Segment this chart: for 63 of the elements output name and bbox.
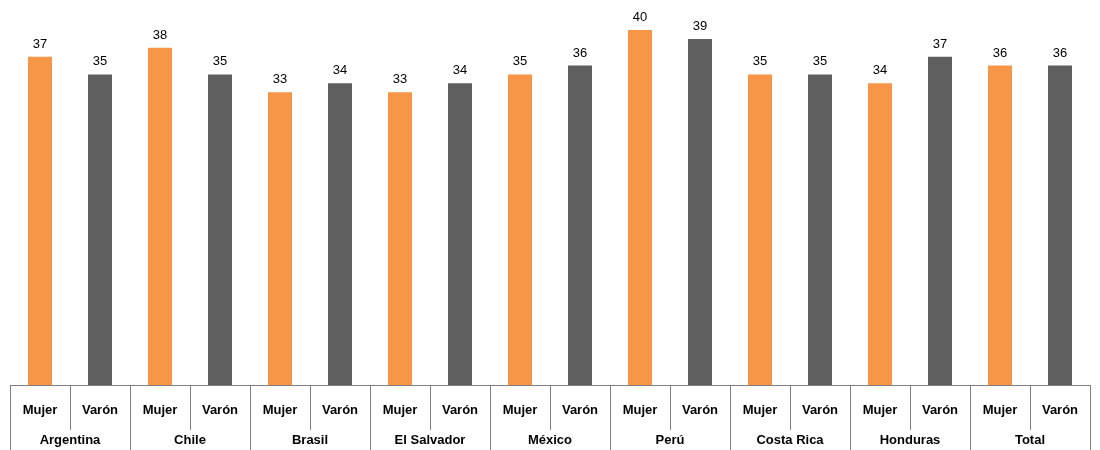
data-label: 35	[812, 53, 828, 69]
data-label: 34	[452, 62, 468, 78]
bar	[28, 56, 52, 385]
x-tick-label: Total	[1014, 431, 1046, 447]
bar	[388, 92, 412, 385]
x-tick-label: Costa Rica	[756, 431, 825, 447]
data-label: 35	[212, 53, 228, 69]
text: Varón	[921, 401, 959, 417]
data-label: 36	[992, 44, 1008, 60]
bar	[688, 38, 712, 385]
x-tick-label: Brasil	[291, 431, 329, 447]
bar	[88, 74, 112, 385]
text: Varón	[681, 401, 719, 417]
x-tick-label: El Salvador	[394, 431, 466, 447]
data-label: 36	[1052, 44, 1068, 60]
text: Mujer	[982, 401, 1018, 417]
data-label: 35	[512, 53, 528, 69]
bar	[448, 83, 472, 385]
data-label: 34	[872, 62, 888, 78]
bar	[508, 74, 532, 385]
data-label: 36	[572, 44, 588, 60]
bar	[988, 65, 1012, 385]
data-label: 35	[92, 53, 108, 69]
text: Mujer	[742, 401, 778, 417]
text: Mujer	[502, 401, 538, 417]
x-tick-label: Argentina	[39, 431, 102, 447]
bar	[268, 92, 292, 385]
data-label: 40	[632, 9, 648, 25]
data-label: 38	[152, 26, 168, 42]
bar	[568, 65, 592, 385]
bar	[808, 74, 832, 385]
text: Mujer	[22, 401, 58, 417]
data-label: 35	[752, 53, 768, 69]
bar	[748, 74, 772, 385]
text: Varón	[1041, 401, 1079, 417]
x-tick-label: Honduras	[879, 431, 941, 447]
bar	[628, 30, 652, 385]
text: Varón	[81, 401, 119, 417]
data-label: 39	[692, 17, 708, 33]
data-label: 37	[32, 35, 48, 51]
text: Varón	[201, 401, 239, 417]
data-label: 33	[272, 71, 288, 87]
text: Varón	[801, 401, 839, 417]
bar	[328, 83, 352, 385]
bar	[928, 56, 952, 385]
x-tick-label: México	[527, 431, 573, 447]
bar	[208, 74, 232, 385]
text: Varón	[321, 401, 359, 417]
data-label: 33	[392, 71, 408, 87]
text: Mujer	[622, 401, 658, 417]
data-label: 34	[332, 62, 348, 78]
text: Mujer	[382, 401, 418, 417]
series-label: Mujer	[262, 401, 298, 417]
bar	[148, 47, 172, 385]
text: Mujer	[142, 401, 178, 417]
data-label: 37	[932, 35, 948, 51]
bar	[1048, 65, 1072, 385]
series-label: Varón	[561, 401, 599, 417]
bar	[868, 83, 892, 385]
x-tick-label: Chile	[174, 431, 206, 447]
x-tick-label: Perú	[655, 431, 685, 447]
text: Varón	[441, 401, 479, 417]
text: Mujer	[862, 401, 898, 417]
